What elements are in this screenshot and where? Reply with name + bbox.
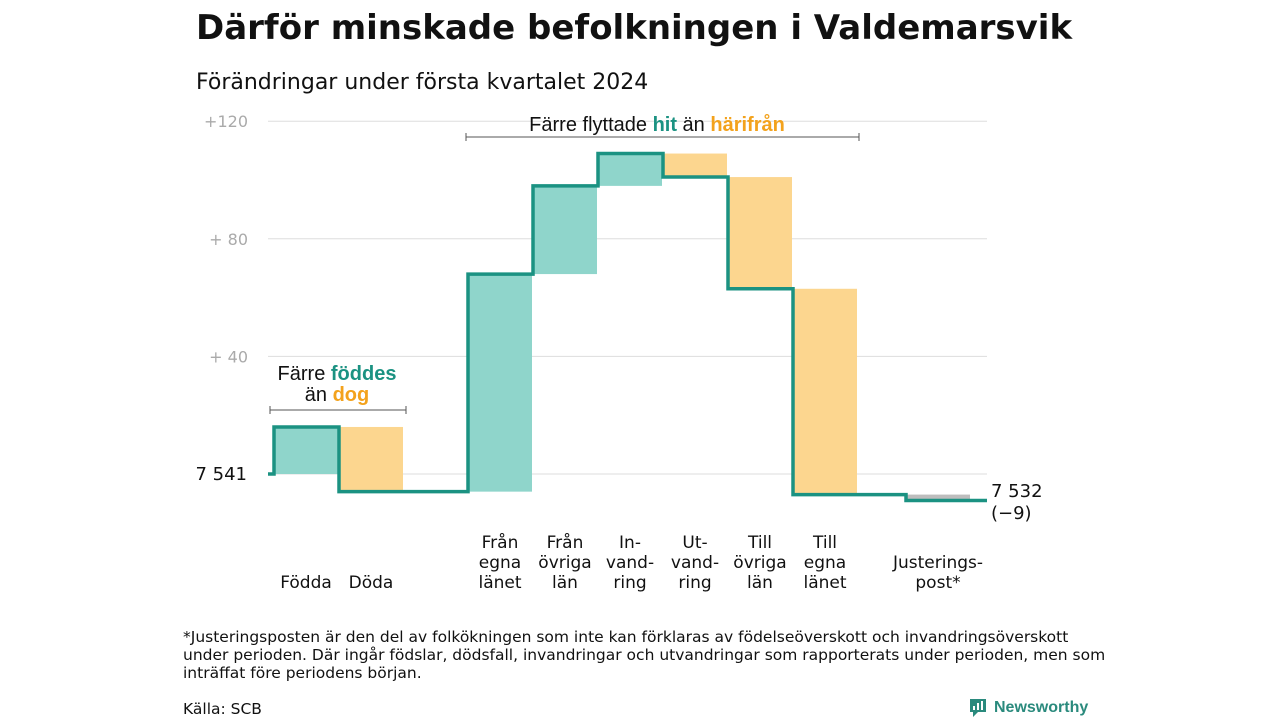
end-value-label: 7 532	[991, 481, 1043, 502]
x-axis-labels: Födda DödaFrånegnalänetFrånövrigalänIn-va…	[280, 532, 983, 593]
x-tick-label: post*	[915, 573, 960, 593]
annotation-migration-bracket	[465, 133, 860, 141]
bar-tillövrigalän	[728, 177, 792, 289]
bar-döda	[339, 426, 403, 492]
x-tick-label: övriga	[538, 553, 591, 573]
x-tick-label: ring	[613, 573, 646, 593]
y-tick-label: + 40	[209, 347, 248, 366]
level-line	[268, 151, 987, 503]
bar-frånegnalänet	[468, 274, 532, 492]
brand-name: Newsworthy	[994, 699, 1089, 716]
page-subtitle: Förändringar under första kvartalet 2024	[196, 70, 649, 95]
start-value-label: 7 541	[195, 464, 247, 485]
annotation-migration-prefix: Färre flyttade	[529, 114, 652, 136]
x-tick-label: länet	[478, 573, 521, 593]
x-tick-label: övriga	[733, 553, 786, 573]
x-tick-label: In-	[619, 533, 641, 553]
x-tick-label: Ut-	[682, 533, 707, 553]
page-title: Därför minskade befolkningen i Valdemars…	[196, 8, 1073, 48]
x-tick-label: Födda	[280, 573, 332, 593]
x-tick-label: län	[747, 573, 773, 593]
newsworthy-logo-icon	[970, 699, 986, 717]
x-tick-label: vand-	[606, 553, 654, 573]
annotation-births-prefix: Färre	[278, 363, 331, 385]
bar-frånövrigalän	[533, 185, 597, 275]
annotation-deaths-highlight: dog	[333, 384, 370, 406]
annotation-migration-middle: än	[677, 114, 710, 136]
source-note: Källa: SCB	[183, 700, 262, 718]
x-tick-label: Till	[812, 533, 837, 553]
x-tick-label: länet	[803, 573, 846, 593]
footnote: *Justeringsposten är den del av folkökni…	[183, 628, 1106, 682]
x-tick-label: Från	[547, 532, 584, 553]
x-tick-label: Döda	[349, 573, 394, 593]
annotation-migration-hit: hit	[653, 114, 678, 136]
annotation-deaths-prefix: än	[305, 384, 333, 406]
annotation-migration-harifran: härifrån	[710, 113, 784, 136]
y-axis-ticks: +120 + 80 + 40	[204, 112, 248, 366]
x-tick-label: Justerings-	[892, 553, 983, 573]
bars	[274, 153, 970, 501]
x-tick-label: egna	[804, 553, 846, 573]
y-tick-label: + 80	[209, 230, 248, 249]
value-labels: 7 541 7 532(−9)	[195, 464, 1042, 524]
brand-logo: Newsworthy	[968, 697, 1088, 719]
annotation-births-deaths-line1: Färre föddes	[278, 363, 397, 385]
x-tick-label: län	[552, 573, 578, 593]
bar-justeringspost	[906, 494, 970, 501]
level-step-line	[268, 151, 987, 503]
x-tick-label: vand-	[671, 553, 719, 573]
bar-invandring	[598, 153, 662, 186]
annotation-births-highlight: föddes	[331, 363, 397, 385]
y-tick-label: +120	[204, 112, 248, 131]
x-tick-label: Från	[482, 532, 519, 553]
x-tick-label: egna	[479, 553, 521, 573]
annotations: Färre föddes än dog Färre flyttade hit ä…	[269, 113, 860, 414]
bar-tillegnalänet	[793, 288, 857, 495]
x-tick-label: Till	[747, 533, 772, 553]
x-tick-label: ring	[678, 573, 711, 593]
annotation-migration: Färre flyttade hit än härifrån	[529, 113, 785, 136]
annotation-births-deaths-line2: än dog	[305, 384, 369, 406]
bar-födda	[274, 426, 338, 474]
annotation-births-deaths-bracket	[269, 406, 407, 414]
bar-utvandring	[663, 153, 727, 178]
end-change-label: (−9)	[991, 503, 1032, 524]
